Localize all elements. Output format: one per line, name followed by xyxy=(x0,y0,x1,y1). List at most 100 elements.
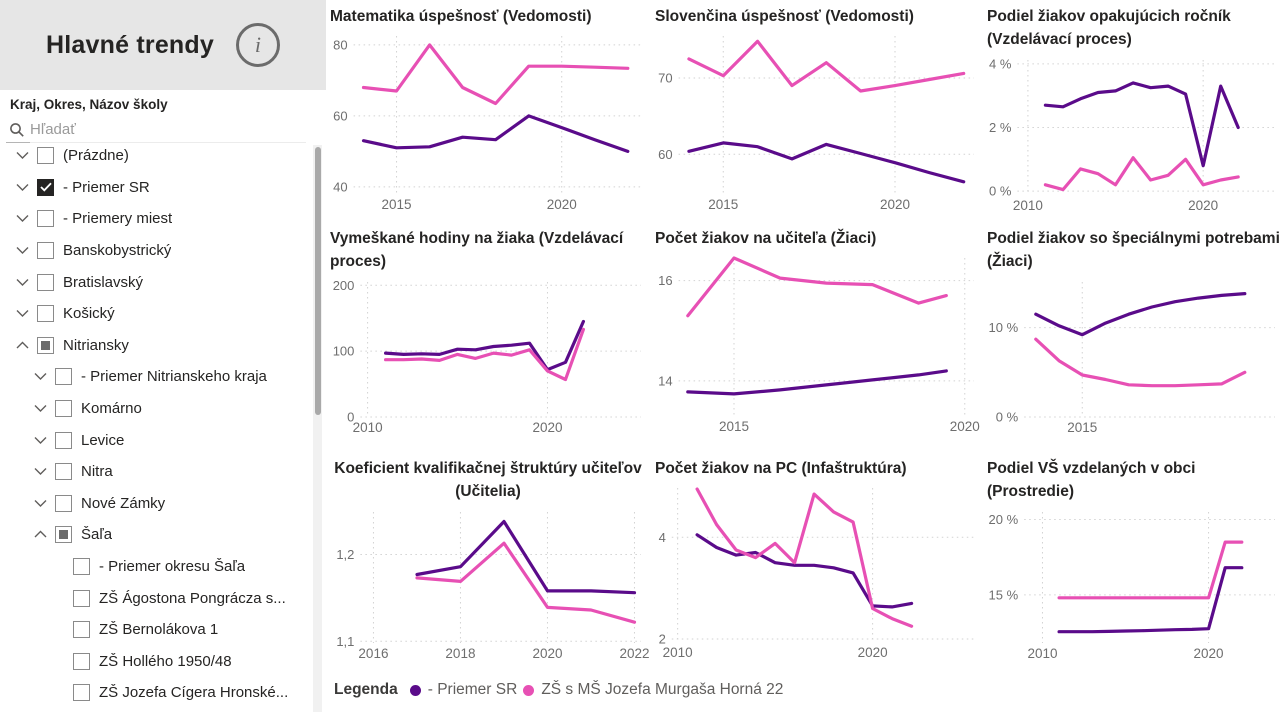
tree-item-label: Nitra xyxy=(81,463,113,481)
checkbox-partial[interactable] xyxy=(37,336,54,354)
tree-item-priemer-sr[interactable]: - Priemer SR xyxy=(0,172,312,204)
line-chart-plot[interactable]: 0 % 10 % 2015 xyxy=(987,276,1280,435)
legend-title: Legenda xyxy=(334,681,398,698)
sidebar-scrollbar-track[interactable] xyxy=(313,145,322,712)
tree-item-nitriansky[interactable]: Nitriansky xyxy=(0,330,312,362)
line-chart-plot[interactable]: 40 60 80 2015 2020 xyxy=(330,30,646,212)
checkbox-unchecked[interactable] xyxy=(37,273,54,291)
series-line-1 xyxy=(1034,337,1247,387)
y-axis-tick-label: 60 xyxy=(658,147,672,162)
chevron-down-icon[interactable] xyxy=(34,372,47,382)
legend-item-label: - Priemer SR xyxy=(427,681,518,698)
line-chart-plot[interactable]: 15 % 20 % 2010 2020 xyxy=(987,506,1280,661)
chart-specialne-potreby: Podiel žiakov so špeciálnymi potrebami (… xyxy=(987,227,1280,435)
checkbox-partial[interactable] xyxy=(55,526,72,544)
chart-title: Koeficient kvalifikačnej štruktúry učite… xyxy=(334,460,642,501)
tree-item-nitra[interactable]: Nitra xyxy=(0,456,312,488)
checkbox-unchecked[interactable] xyxy=(73,589,90,607)
series-line-1 xyxy=(1043,155,1240,191)
chevron-down-icon[interactable] xyxy=(16,214,29,224)
tree-item-z-jozefa-c-gera-hronsk[interactable]: ZŠ Jozefa Cígera Hronské... xyxy=(0,677,312,709)
checkbox-unchecked[interactable] xyxy=(73,652,90,670)
x-axis-tick-label: 2010 xyxy=(1027,646,1057,661)
checkbox-unchecked[interactable] xyxy=(55,494,72,512)
tree-item-kom-rno[interactable]: Komárno xyxy=(0,393,312,425)
line-chart-svg: 60 70 2015 2020 xyxy=(658,36,974,212)
checkbox-unchecked[interactable] xyxy=(37,147,54,165)
chevron-up-icon[interactable] xyxy=(16,340,29,350)
y-axis-tick-label: 4 xyxy=(659,530,666,545)
line-chart-plot[interactable]: 0 100 200 2010 2020 xyxy=(330,276,646,435)
tree-item-z-holl-ho-1950-48[interactable]: ZŠ Hollého 1950/48 xyxy=(0,646,312,678)
chevron-down-icon[interactable] xyxy=(34,435,47,445)
checkbox-unchecked[interactable] xyxy=(37,210,54,228)
checkbox-unchecked[interactable] xyxy=(37,242,54,260)
tree-item-nov-z-mky[interactable]: Nové Zámky xyxy=(0,488,312,520)
line-chart-plot[interactable]: 2 4 2010 2020 xyxy=(655,482,979,660)
search-input[interactable] xyxy=(28,120,306,140)
tree-item-label: - Priemery miest xyxy=(63,210,173,228)
line-chart-plot[interactable]: 1,1 1,2 2016 2018 2020 2022 xyxy=(330,506,649,661)
tree-item-z-bernol-kova-1[interactable]: ZŠ Bernolákova 1 xyxy=(0,614,312,646)
checkbox-unchecked[interactable] xyxy=(73,621,90,639)
chevron-down-icon[interactable] xyxy=(34,467,47,477)
y-axis-tick-label: 4 % xyxy=(989,56,1012,71)
line-chart-plot[interactable]: 14 16 2015 2020 xyxy=(655,252,980,434)
chevron-down-icon[interactable] xyxy=(16,277,29,287)
tree-item-z-gostona-pongr-cza-s[interactable]: ZŠ Ágostona Pongrácza s... xyxy=(0,582,312,614)
checkbox-unchecked[interactable] xyxy=(55,463,72,481)
chart-title: Podiel VŠ vzdelaných v obci (Prostredie) xyxy=(987,460,1196,501)
tree-item-pr-zdne[interactable]: (Prázdne) xyxy=(0,140,312,172)
tree-item-label: Bratislavský xyxy=(63,273,144,291)
tree-item-a-a[interactable]: Šaľa xyxy=(0,519,312,551)
line-chart-svg: 40 60 80 2015 2020 xyxy=(333,36,641,212)
tree-item-priemery-miest[interactable]: - Priemery miest xyxy=(0,203,312,235)
y-axis-tick-label: 100 xyxy=(333,343,355,358)
chart-matematika-uspesnost: Matematika úspešnosť (Vedomosti) 40 60 80 2… xyxy=(330,5,646,212)
tree-item-levice[interactable]: Levice xyxy=(0,424,312,456)
tree-item-label: Šaľa xyxy=(81,526,113,544)
chart-koeficient-kvalifikacie: Koeficient kvalifikačnej štruktúry učite… xyxy=(330,457,649,661)
chevron-down-icon[interactable] xyxy=(34,404,47,414)
line-chart-svg: 0 % 10 % 2015 xyxy=(989,281,1275,435)
line-chart-plot[interactable]: 60 70 2015 2020 xyxy=(655,30,979,212)
tree-item-priemer-okresu-a-a[interactable]: - Priemer okresu Šaľa xyxy=(0,551,312,583)
tree-item-bratislavsk[interactable]: Bratislavský xyxy=(0,266,312,298)
chevron-down-icon[interactable] xyxy=(16,182,29,192)
series-line-0 xyxy=(1043,80,1240,167)
series-line-1 xyxy=(383,327,585,381)
tree-item-priemer-nitrianskeho-kraja[interactable]: - Priemer Nitrianskeho kraja xyxy=(0,361,312,393)
checkbox-unchecked[interactable] xyxy=(55,368,72,386)
legend-item-zs-murgasa[interactable]: ZŠ s MŠ Jozefa Murgaša Horná 22 xyxy=(523,681,783,699)
tree-item-ko-ick[interactable]: Košický xyxy=(0,298,312,330)
tree-item-label: Nové Zámky xyxy=(81,494,166,512)
checkbox-unchecked[interactable] xyxy=(37,305,54,323)
checkbox-unchecked[interactable] xyxy=(73,684,90,702)
sidebar-scrollbar-thumb[interactable] xyxy=(314,147,321,415)
chevron-down-icon[interactable] xyxy=(16,151,29,161)
series-line-1 xyxy=(415,541,637,624)
series-line-1 xyxy=(361,43,630,106)
chevron-down-icon[interactable] xyxy=(16,309,29,319)
series-line-0 xyxy=(1034,291,1247,336)
line-chart-plot[interactable]: 0 % 2 % 4 % 2010 2020 xyxy=(987,54,1280,213)
search-box[interactable] xyxy=(6,118,306,143)
chevron-spacer xyxy=(52,593,65,603)
x-axis-tick-label: 2010 xyxy=(353,420,383,435)
search-underline xyxy=(6,142,30,143)
checkbox-unchecked[interactable] xyxy=(55,400,72,418)
chevron-down-icon[interactable] xyxy=(34,498,47,508)
checkbox-unchecked[interactable] xyxy=(55,431,72,449)
checkbox-checked[interactable] xyxy=(37,178,54,196)
tree-item-banskobystrick[interactable]: Banskobystrický xyxy=(0,235,312,267)
legend-item-priemer-sr[interactable]: - Priemer SR xyxy=(409,681,518,699)
chevron-down-icon[interactable] xyxy=(16,246,29,256)
y-axis-tick-label: 80 xyxy=(333,38,347,53)
checkbox-unchecked[interactable] xyxy=(73,558,90,576)
chevron-up-icon[interactable] xyxy=(34,530,47,540)
tree-item-label: (Prázdne) xyxy=(63,147,129,165)
x-axis-tick-label: 2020 xyxy=(880,197,910,212)
info-icon[interactable]: i xyxy=(235,23,280,67)
tree-item-label: - Priemer okresu Šaľa xyxy=(99,558,246,576)
x-axis-tick-label: 2015 xyxy=(1067,420,1097,435)
